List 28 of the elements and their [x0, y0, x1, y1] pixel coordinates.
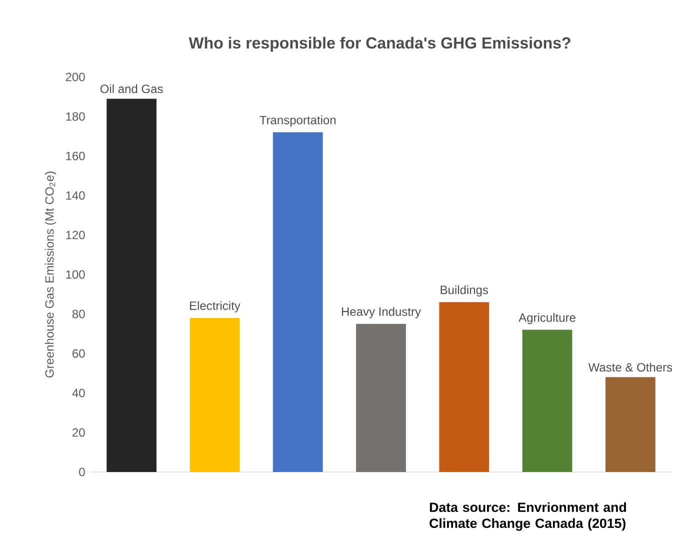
y-tick-label: 80 [72, 310, 85, 318]
bar [106, 98, 157, 472]
x-tick-label: Oil and Gas [100, 84, 163, 94]
y-tick-label: 20 [72, 428, 85, 437]
chart-title: Who is responsible for Canada's GHG Emissions? [188, 36, 570, 52]
x-tick-label: Heavy Industry [342, 307, 421, 318]
bar [605, 377, 656, 472]
x-tick-label: Transportation [260, 116, 336, 127]
y-tick-label: 120 [66, 230, 85, 240]
y-tick-label: 160 [66, 152, 85, 160]
y-tick-label: 200 [66, 72, 85, 82]
bar [439, 302, 490, 472]
x-tick-label: Electricity [190, 301, 240, 312]
y-tick-label: 180 [66, 112, 85, 121]
y-tick-label: 0 [79, 468, 85, 476]
bar [272, 132, 323, 472]
y-axis-title: Greenhouse Gas Emissions (Mt CO$_{2}$e) [44, 172, 56, 378]
y-tick-label: 40 [72, 388, 85, 398]
y-tick-label: 100 [66, 270, 85, 279]
bar [356, 324, 406, 472]
y-tick-label: 60 [72, 349, 85, 358]
source-note: Data source: Envrionment and Climate Change Canada (2015) [430, 502, 626, 531]
x-tick-label: Buildings [440, 285, 488, 297]
x-tick-label: Waste & Others [588, 362, 672, 372]
bar [522, 330, 572, 472]
x-tick-label: Agriculture [518, 312, 576, 324]
bar [190, 318, 240, 472]
y-tick-label: 140 [66, 191, 85, 200]
